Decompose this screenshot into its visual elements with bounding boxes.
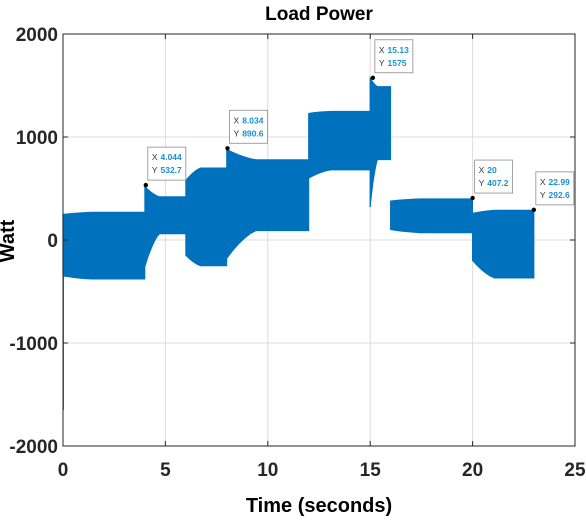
datatip-y-value: 890.6 <box>242 128 264 138</box>
x-tick-label: 25 <box>564 460 586 481</box>
datatip-x-row: X 15.13 <box>379 45 409 55</box>
datatip-box <box>374 39 414 74</box>
x-tick-label: 10 <box>257 460 278 481</box>
datatip-y-label: Y <box>234 128 240 138</box>
y-tick-label: 1000 <box>16 128 58 149</box>
x-tick-label: 20 <box>462 460 483 481</box>
x-tick-label: 5 <box>160 460 171 481</box>
datatip[interactable]: X 20Y 407.2 <box>470 159 514 201</box>
datatip-y-row: Y 407.2 <box>479 178 509 188</box>
y-tick-label: -2000 <box>9 437 58 458</box>
datatip-y-label: Y <box>152 165 158 175</box>
datatip-y-value: 532.7 <box>160 165 182 175</box>
chart-title: Load Power <box>265 4 373 25</box>
x-tick-labels: 0 5 10 15 20 25 <box>58 34 586 481</box>
y-tick-labels: 2000 1000 0 -1000 -2000 <box>9 25 575 458</box>
datatip-box <box>229 109 268 144</box>
datatip-x-value: 4.044 <box>160 152 182 162</box>
datatip-box <box>147 146 187 181</box>
series-band <box>369 76 392 208</box>
datatip-x-row: X 20 <box>479 165 497 175</box>
datatip-x-row: X 8.034 <box>234 115 264 125</box>
datatip-y-label: Y <box>540 190 546 200</box>
datatip-x-row: X 22.99 <box>540 177 570 187</box>
series-band <box>226 148 310 260</box>
datatip-marker <box>531 207 537 213</box>
datatip-y-label: Y <box>379 58 385 68</box>
datatip[interactable]: X 22.99Y 292.6 <box>531 171 575 213</box>
datatip-x-value: 8.034 <box>242 115 264 125</box>
datatip-y-row: Y 532.7 <box>152 165 182 175</box>
datatip-y-value: 1575 <box>388 58 407 68</box>
datatip-marker <box>470 195 475 201</box>
datatip-box <box>535 171 575 206</box>
datatip-x-label: X <box>379 45 385 55</box>
datatip-x-label: X <box>479 165 485 175</box>
series-band <box>62 211 146 280</box>
series-band <box>308 110 371 179</box>
datatip-y-label: Y <box>479 178 485 188</box>
datatip-x-row: X 4.044 <box>152 152 182 162</box>
datatip-y-row: Y 890.6 <box>234 128 264 138</box>
series-load-power <box>62 76 535 410</box>
y-tick-label: 0 <box>47 231 58 252</box>
series-band <box>390 198 474 234</box>
datatip-x-label: X <box>234 115 240 125</box>
y-tick-label: 2000 <box>16 25 58 46</box>
datatip-x-value: 20 <box>487 165 497 175</box>
datatip-x-value: 22.99 <box>549 177 571 187</box>
series-band <box>185 167 228 267</box>
y-tick-label: -1000 <box>9 334 58 355</box>
datatip-y-row: Y 1575 <box>379 58 407 68</box>
datatip-x-value: 15.13 <box>388 45 410 55</box>
datatip-y-row: Y 292.6 <box>540 190 570 200</box>
y-axis-title: Watt <box>0 219 19 262</box>
datatip-marker <box>143 182 149 188</box>
datatip-marker <box>370 75 376 80</box>
datatip-marker <box>225 146 230 151</box>
x-tick-label: 0 <box>58 460 69 481</box>
x-axis-title: Time (seconds) <box>246 495 392 517</box>
datatip-box <box>474 159 514 194</box>
datatip-x-label: X <box>152 152 158 162</box>
series-band <box>472 209 535 279</box>
datatip-x-label: X <box>540 177 546 187</box>
datatip-y-value: 407.2 <box>487 178 509 188</box>
x-tick-label: 15 <box>360 460 382 481</box>
datatip[interactable]: X 15.13Y 1575 <box>370 39 414 80</box>
datatip-y-value: 292.6 <box>549 190 571 200</box>
